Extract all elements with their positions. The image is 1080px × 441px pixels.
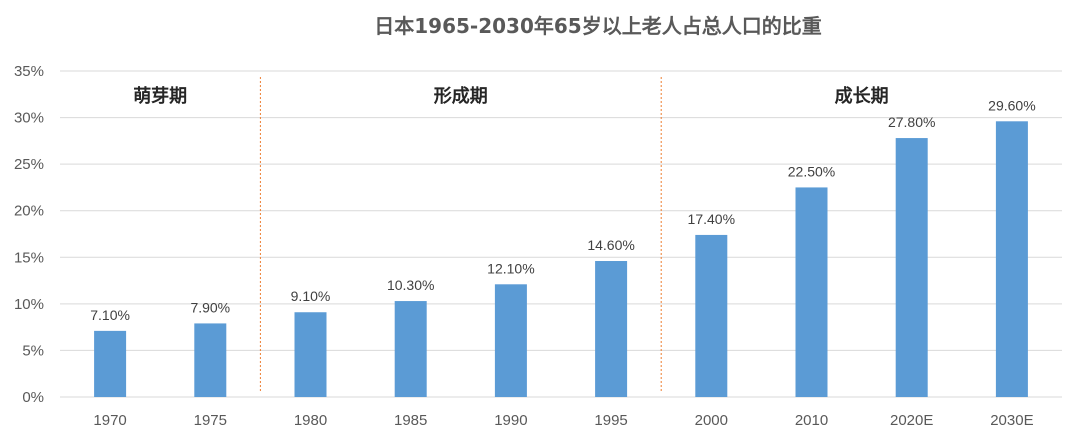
y-tick-label: 25% xyxy=(14,156,44,173)
x-category-label: 1975 xyxy=(194,412,227,429)
x-category-label: 1980 xyxy=(294,412,327,429)
data-label: 27.80% xyxy=(888,114,935,130)
x-category-label: 2020E xyxy=(890,412,933,429)
y-tick-label: 10% xyxy=(14,296,44,313)
data-label: 22.50% xyxy=(788,163,835,179)
bar xyxy=(795,187,828,397)
data-label: 9.10% xyxy=(291,288,331,304)
y-tick-label: 0% xyxy=(22,389,44,406)
bars xyxy=(94,121,1028,397)
bar xyxy=(294,312,327,397)
y-axis-ticks: 0% 5% 10% 15% 20% 25% 30% 35% xyxy=(14,63,44,406)
bar xyxy=(394,301,427,397)
x-category-label: 2030E xyxy=(990,412,1033,429)
bar xyxy=(94,330,127,397)
gridlines xyxy=(60,70,1062,398)
phase-labels: 萌芽期 形成期 成长期 xyxy=(133,85,888,107)
bar xyxy=(995,121,1028,397)
phase-label: 萌芽期 xyxy=(133,85,187,107)
bar xyxy=(695,234,728,397)
data-labels: 7.10% 7.90% 9.10% 10.30% 12.10% 14.60% 17.40% 2… xyxy=(90,97,1035,323)
data-label: 12.10% xyxy=(487,260,534,276)
data-label: 14.60% xyxy=(587,237,634,253)
x-category-label: 1985 xyxy=(394,412,427,429)
data-label: 17.40% xyxy=(688,211,735,227)
phase-dividers xyxy=(259,77,662,392)
y-tick-label: 30% xyxy=(14,110,44,127)
bar xyxy=(494,284,527,397)
bar xyxy=(595,261,628,397)
x-category-label: 1990 xyxy=(494,412,527,429)
data-label: 7.90% xyxy=(190,299,230,315)
x-category-label: 1970 xyxy=(93,412,126,429)
x-category-label: 1995 xyxy=(594,412,627,429)
phase-label: 成长期 xyxy=(835,85,889,107)
data-label: 7.10% xyxy=(90,307,130,323)
data-label: 10.30% xyxy=(387,277,434,293)
bar xyxy=(895,138,928,397)
x-category-label: 2000 xyxy=(695,412,728,429)
y-tick-label: 15% xyxy=(14,249,44,266)
y-tick-label: 5% xyxy=(22,342,44,359)
phase-label: 形成期 xyxy=(434,85,488,107)
chart-title: 日本1965-2030年65岁以上老人占总人口的比重 xyxy=(374,14,821,38)
x-axis-categories: 1970 1975 1980 1985 1990 1995 2000 2010 2020E 203… xyxy=(93,412,1033,429)
y-tick-label: 20% xyxy=(14,203,44,220)
data-label: 29.60% xyxy=(988,97,1035,113)
bar xyxy=(194,323,227,397)
x-category-label: 2010 xyxy=(795,412,828,429)
y-tick-label: 35% xyxy=(14,63,44,80)
